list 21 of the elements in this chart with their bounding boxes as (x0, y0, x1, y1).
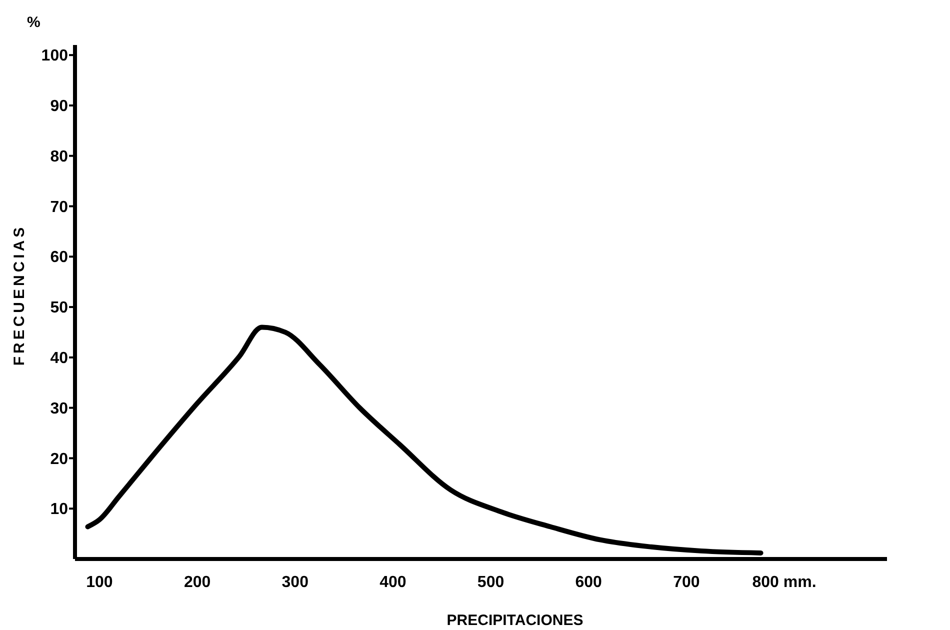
x-tick-label: 500 (477, 574, 504, 591)
x-tick-label: 300 (282, 574, 309, 591)
x-tick-label: 100 (86, 574, 113, 591)
y-tick-label: 60 (50, 249, 68, 266)
y-tick-label: 70 (50, 198, 68, 216)
x-axis-title: PRECIPITACIONES (446, 612, 584, 629)
x-tick-label: 200 (184, 574, 211, 591)
x-tick-label: 600 (575, 574, 602, 591)
y-axis-title: FRECUENCIAS (11, 224, 28, 366)
text: % (27, 14, 40, 31)
y-tick-label: 40 (50, 350, 68, 368)
y-tick-label: 50 (50, 300, 68, 317)
y-tick-label: 100 (41, 48, 68, 65)
y-tick-label: 90 (50, 98, 68, 116)
y-tick-label: 80 (50, 148, 68, 166)
y-tick-label: 30 (50, 400, 68, 418)
y-tick-label: 20 (50, 450, 68, 468)
y-tick-label: 10 (50, 501, 68, 518)
x-tick-label: 700 (673, 574, 700, 591)
x-tick-label: 800 mm. (752, 574, 816, 591)
x-tick-label: 400 (380, 574, 406, 591)
